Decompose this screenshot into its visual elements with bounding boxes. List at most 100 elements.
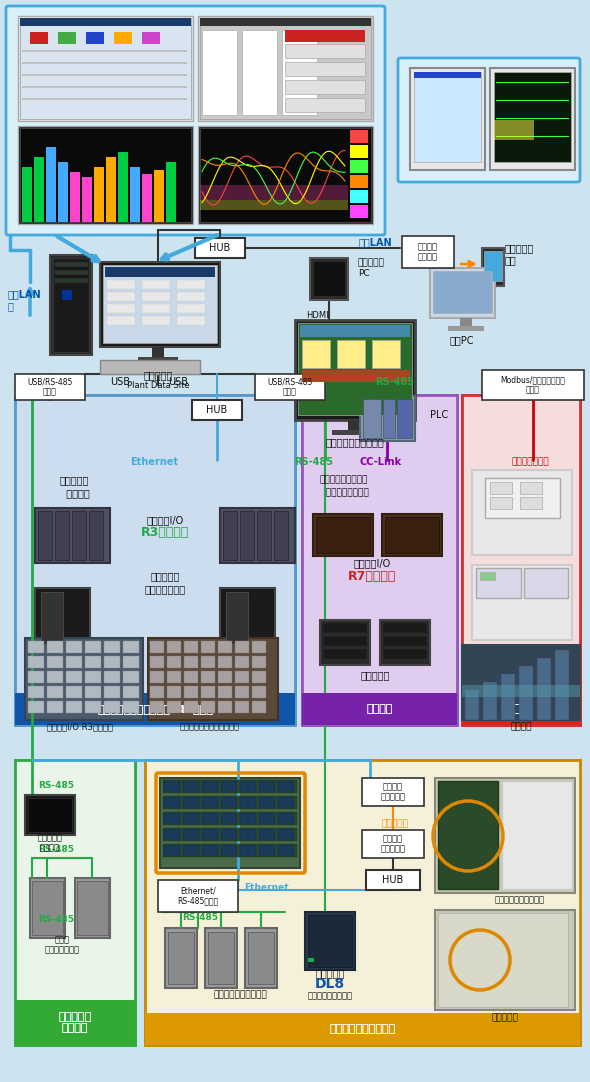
Bar <box>165 928 197 988</box>
Bar <box>58 162 68 222</box>
Bar <box>235 641 249 654</box>
Bar <box>201 701 215 713</box>
Bar <box>55 278 87 282</box>
Bar <box>142 316 170 325</box>
Bar <box>167 641 181 654</box>
Bar <box>35 588 90 650</box>
Bar <box>298 324 412 415</box>
Bar <box>433 270 492 313</box>
Bar <box>164 829 180 840</box>
Bar <box>183 829 199 840</box>
Bar <box>218 671 232 683</box>
Bar <box>123 641 139 654</box>
Bar <box>205 928 237 988</box>
Bar <box>462 692 580 725</box>
Bar <box>123 686 139 698</box>
Bar <box>164 845 180 856</box>
Bar <box>285 98 365 113</box>
Text: HUB: HUB <box>382 875 404 885</box>
Bar <box>278 797 294 808</box>
Bar <box>201 686 215 698</box>
Bar <box>520 497 542 509</box>
Text: 監視サーバ: 監視サーバ <box>143 370 173 380</box>
Bar <box>240 781 256 792</box>
Bar <box>501 674 515 720</box>
Bar <box>142 304 170 313</box>
Bar <box>465 690 479 720</box>
Bar <box>494 72 571 162</box>
Text: 社内LAN
へ: 社内LAN へ <box>8 289 42 311</box>
Text: 駐車場太陽光発電設備: 駐車場太陽光発電設備 <box>329 1024 396 1034</box>
Bar <box>252 686 266 698</box>
Bar <box>50 255 92 355</box>
Text: HUB: HUB <box>209 243 231 253</box>
Bar <box>184 671 198 683</box>
Bar <box>221 797 237 808</box>
Bar <box>55 511 69 560</box>
Text: 照明の発停: 照明の発停 <box>360 670 389 679</box>
Bar <box>362 778 424 806</box>
Bar <box>107 316 135 325</box>
Bar <box>202 829 218 840</box>
Bar <box>28 656 44 668</box>
Text: デマンド・電力計測（約140回路）: デマンド・電力計測（約140回路） <box>97 704 213 714</box>
Bar <box>55 262 87 266</box>
Bar <box>15 760 135 1045</box>
Text: クランプ式交流電流センサ: クランプ式交流電流センサ <box>180 723 240 731</box>
Bar <box>252 671 266 683</box>
Text: ・照明設備の制御、: ・照明設備の制御、 <box>320 475 368 485</box>
Bar <box>202 30 237 115</box>
Text: リモートI/O R3シリーズ: リモートI/O R3シリーズ <box>47 723 113 731</box>
Bar <box>202 797 218 808</box>
Bar <box>85 686 101 698</box>
Bar <box>337 340 365 368</box>
Text: RS-485: RS-485 <box>294 457 333 467</box>
Text: ・日射計データ収集: ・日射計データ収集 <box>307 991 352 1001</box>
Bar <box>15 692 295 725</box>
Text: CC-Link: CC-Link <box>360 457 402 467</box>
Text: RS-485: RS-485 <box>38 845 74 855</box>
Bar <box>385 517 439 553</box>
Bar <box>123 701 139 713</box>
Bar <box>200 18 371 119</box>
Bar <box>82 177 92 222</box>
Bar <box>94 167 104 222</box>
Text: 空調設備: 空調設備 <box>510 723 532 731</box>
Bar <box>332 430 378 435</box>
Bar <box>152 347 164 357</box>
Bar <box>15 1000 135 1045</box>
Bar <box>278 845 294 856</box>
Bar <box>100 360 200 374</box>
Bar <box>53 258 89 352</box>
Bar <box>106 157 116 222</box>
Bar <box>103 265 217 343</box>
Bar <box>22 62 187 64</box>
Bar <box>490 481 512 494</box>
Bar <box>104 686 120 698</box>
Bar <box>414 72 481 78</box>
Bar <box>350 130 368 143</box>
Bar <box>18 16 193 121</box>
Bar <box>104 641 120 654</box>
Bar <box>15 374 85 400</box>
Bar <box>148 638 278 720</box>
Bar <box>66 641 82 654</box>
Bar <box>167 656 181 668</box>
Bar <box>462 645 580 720</box>
Bar <box>240 829 256 840</box>
Bar <box>218 686 232 698</box>
Bar <box>350 204 368 217</box>
Bar <box>167 686 181 698</box>
Bar <box>86 32 104 44</box>
Text: メディア
コンバータ: メディア コンバータ <box>381 834 405 854</box>
Bar <box>438 913 568 1007</box>
Text: HUB: HUB <box>206 405 228 415</box>
Bar <box>25 795 75 835</box>
Bar <box>285 80 365 94</box>
Bar <box>218 656 232 668</box>
Bar <box>15 692 295 725</box>
Bar <box>150 641 164 654</box>
Bar <box>519 667 533 720</box>
Text: 交流電流センサ: 交流電流センサ <box>145 584 186 594</box>
Bar <box>240 845 256 856</box>
